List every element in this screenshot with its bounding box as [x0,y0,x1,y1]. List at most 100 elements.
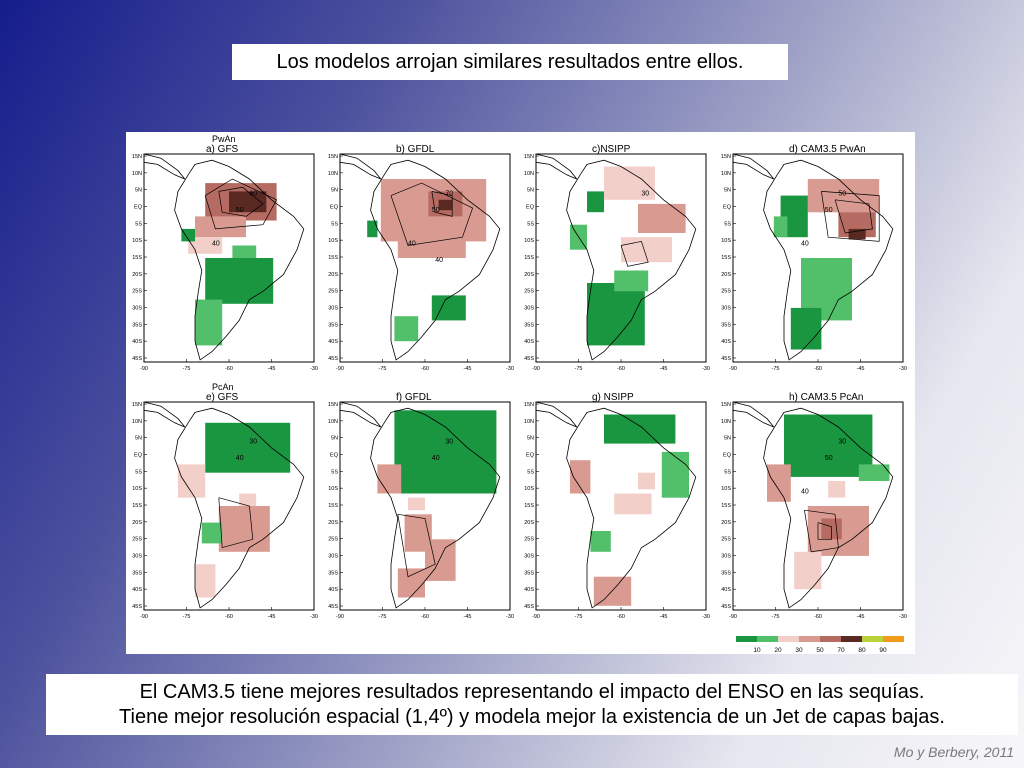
map-content: 30 50 40 [733,402,894,609]
panel-title-c: c)NSIPP [592,144,631,155]
shaded-cell [205,422,291,473]
lon-tick-label: -90 [336,614,344,620]
map-content [536,402,697,609]
lat-tick-label: 10S [721,486,731,492]
contour-label: 40 [432,455,440,462]
lat-tick-label: 30S [328,554,338,560]
lon-tick-label: -60 [814,366,822,372]
map-panel-g: g) NSIPP 15N 10N 5N EQ 5S 10S 15S 20S 25S 30S 35S 40… [524,392,710,620]
contour-label: 50 [838,191,846,198]
shaded-cell [195,216,246,238]
lat-tick-label: 10S [328,238,338,244]
colorbar-label: 80 [858,647,866,654]
shaded-cell [828,481,846,498]
lat-tick-label: 20S [524,520,534,526]
central-america-outline [340,154,382,180]
map-panel-b: b) GFDL 70 50 40 40 15N 10N 5N EQ 5S 10S 15S 20S 25S 3… [328,144,514,372]
contour-line [204,178,278,230]
shaded-cell [621,237,672,263]
lat-tick-label: 35S [328,570,338,576]
lat-tick-label: 10S [721,238,731,244]
lat-tick-label: 10N [524,419,534,425]
shaded-cell [394,410,497,494]
lat-tick-label: 5S [724,469,731,475]
lat-tick-label: 25S [721,289,731,295]
contour-label: 40 [408,241,416,248]
lon-tick-label: -45 [464,366,472,372]
lat-tick-label: 25S [328,537,338,543]
lat-tick-label: 20S [328,272,338,278]
central-america-outline [536,154,578,180]
central-america-outline [733,402,775,428]
contour-label: 30 [641,191,649,198]
shaded-cell [587,283,645,346]
lat-tick-label: 45S [328,356,338,362]
contour-line [834,199,873,234]
lat-tick-label: 40S [721,339,731,345]
lon-tick-label: -45 [857,366,865,372]
lat-tick-label: 5S [135,221,142,227]
lat-tick-label: 15S [721,255,731,261]
lat-tick-label: 40S [132,339,142,345]
lon-tick-label: -90 [140,366,148,372]
lat-tick-label: 10N [328,419,338,425]
colorbar-swatch [799,636,820,642]
lat-tick-label: 30S [132,306,142,312]
lat-tick-label: 5N [527,436,534,442]
lat-tick-label: 35S [524,570,534,576]
shaded-cell [661,451,689,498]
contour-line [397,513,436,578]
contour-label: 40 [212,241,220,248]
lat-tick-label: 15S [524,503,534,509]
contour-label: 50 [825,207,833,214]
shaded-cell [438,199,453,211]
panel-title-b: b) GFDL [396,144,435,155]
panel-title-d: d) CAM3.5 PwAn [789,144,866,155]
shaded-cell [229,191,267,213]
lat-tick-label: 10S [524,486,534,492]
contour-line [620,240,649,267]
shaded-cell [858,464,890,481]
map-panel-e: e) GFS 30 40 15N 10N 5N EQ 5S 10S 15S 20S 25S 30S 35S… [132,392,318,620]
colorbar: 10 20 30 50 70 80 90 [736,636,904,654]
caption-line-2: Tiene mejor resolución espacial (1,4º) y… [119,705,945,728]
contour-label: 30 [445,439,453,446]
lat-tick-label: 10S [132,486,142,492]
lon-tick-label: -60 [814,614,822,620]
lon-tick-label: -75 [772,614,780,620]
shaded-cell [205,258,274,304]
south-america-outline [174,159,305,361]
lat-tick-label: EQ [723,205,732,211]
lon-tick-label: -75 [772,366,780,372]
colorbar-label: 70 [837,647,845,654]
lat-tick-label: 40S [132,587,142,593]
panel-title-e: e) GFS [206,392,239,403]
map-content: 60 50 40 [144,154,305,361]
lat-tick-label: 15S [524,255,534,261]
lon-tick-label: -75 [183,614,191,620]
shaded-cell [794,551,822,590]
lat-tick-label: 35S [721,570,731,576]
lon-tick-label: -90 [336,366,344,372]
map-content: 50 50 40 [733,154,894,361]
panel-title-a: a) GFS [206,144,239,155]
shaded-cell [848,228,866,240]
lon-tick-label: -60 [225,614,233,620]
colorbar-swatch [757,636,778,642]
contour-label: 40 [236,455,244,462]
colorbar-swatch [736,636,757,642]
south-america-outline [370,407,501,609]
lat-tick-label: 5S [331,469,338,475]
lon-tick-label: -30 [899,614,907,620]
contour-label: 40 [801,241,809,248]
panel-title-g: g) NSIPP [592,392,634,403]
shaded-cell [367,220,378,238]
shaded-cell [614,493,652,515]
lat-tick-label: 40S [524,339,534,345]
lat-tick-label: 35S [132,570,142,576]
map-panel-d: d) CAM3.5 PwAn 50 50 40 15N 10N 5N EQ 5S 10S 15S 20… [721,144,907,372]
shaded-cell [790,307,822,350]
map-content: 70 50 40 40 [340,154,501,361]
caption-line-1: El CAM3.5 tiene mejores resultados repre… [139,680,925,703]
lat-tick-label: 20S [721,272,731,278]
